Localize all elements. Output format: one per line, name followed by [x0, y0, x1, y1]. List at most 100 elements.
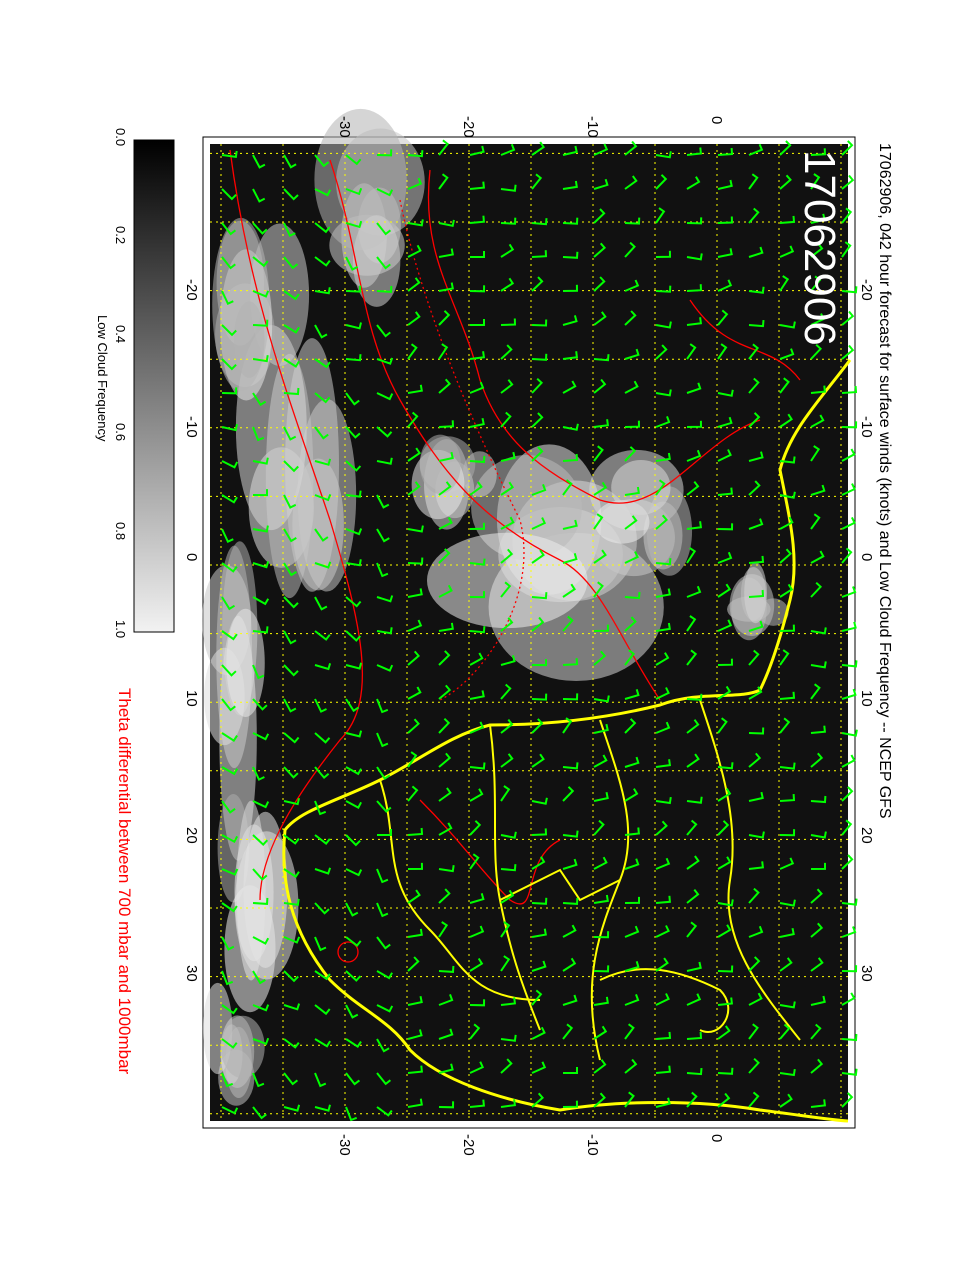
wind-barb — [841, 547, 853, 564]
wind-barb — [562, 1100, 579, 1108]
wind-barb — [252, 698, 268, 711]
lon-tick-label-left: -10 — [183, 415, 200, 438]
wind-barb — [407, 1029, 423, 1040]
wind-barb — [469, 145, 485, 156]
wind-barb — [500, 753, 514, 768]
wind-barb — [252, 154, 266, 169]
wind-barb — [283, 358, 300, 368]
wind-barb — [841, 386, 858, 394]
wind-barb — [283, 188, 299, 201]
wind-barb — [531, 897, 548, 905]
wind-barb — [252, 800, 270, 809]
wind-barb — [748, 1023, 759, 1040]
wind-barb — [593, 378, 607, 394]
wind-barb — [717, 216, 734, 224]
wind-barb — [717, 899, 734, 907]
wind-barb — [810, 213, 826, 224]
wind-barb — [562, 658, 579, 666]
wind-barb — [655, 174, 668, 190]
wind-barb — [810, 661, 827, 669]
wind-barb — [686, 1068, 703, 1076]
wind-barb — [221, 664, 237, 677]
wind-barb — [562, 762, 579, 770]
wind-barb — [810, 513, 821, 530]
wind-barb — [283, 797, 300, 806]
wind-barb — [593, 1025, 608, 1040]
wind-barb — [221, 387, 238, 395]
wind-barb — [655, 344, 668, 360]
wind-barb — [345, 559, 362, 567]
wind-barb — [748, 143, 764, 156]
wind-barb — [221, 188, 237, 201]
wind-barb — [531, 928, 547, 938]
wind-barb — [221, 324, 237, 337]
wind-barb — [686, 317, 703, 326]
wind-barb — [252, 1106, 267, 1120]
wind-barb — [624, 827, 640, 836]
wind-barb — [748, 1057, 760, 1074]
wind-barb — [779, 717, 791, 734]
wind-barb — [407, 447, 421, 462]
wind-barb — [314, 766, 330, 780]
wind-barb — [438, 548, 451, 564]
wind-barb — [624, 925, 640, 938]
wind-barb — [345, 392, 360, 406]
wind-barb — [221, 698, 236, 712]
wind-barb — [376, 324, 391, 338]
wind-barb — [314, 902, 330, 915]
wind-barb — [593, 1059, 607, 1074]
wind-barb — [779, 321, 796, 329]
wind-barb — [531, 484, 547, 496]
wind-barb — [717, 762, 734, 770]
wind-barb — [624, 896, 640, 904]
wind-barb — [531, 718, 544, 734]
wind-barb — [841, 344, 855, 360]
wind-barb — [686, 855, 700, 870]
wind-barb — [841, 421, 858, 429]
lon-tick-label-right: 10 — [858, 690, 875, 707]
wind-barb — [283, 732, 300, 744]
wind-barb — [717, 523, 734, 531]
wind-barb — [655, 957, 669, 972]
wind-barb — [748, 589, 765, 598]
wind-barb — [748, 620, 764, 632]
wind-barb — [624, 380, 639, 394]
wind-barb — [345, 662, 363, 670]
wind-barb — [531, 446, 544, 462]
wind-barb — [717, 787, 732, 802]
wind-barb — [562, 145, 578, 156]
wind-barb — [500, 889, 515, 904]
colorbar-tick: 0.8 — [113, 521, 128, 540]
wind-barb — [593, 481, 608, 496]
wind-barb — [717, 924, 732, 938]
wind-barb — [717, 658, 734, 666]
wind-barb — [531, 250, 548, 258]
wind-barb — [624, 217, 641, 225]
wind-barb — [686, 585, 702, 598]
wind-barb — [779, 491, 796, 499]
wind-barb — [438, 420, 455, 428]
lat-tick-label-top: -20 — [460, 116, 477, 138]
wind-barb — [376, 256, 391, 270]
wind-barb — [283, 154, 297, 169]
wind-barb — [377, 829, 392, 836]
wind-barb — [438, 173, 449, 190]
wind-barb — [252, 664, 265, 680]
wind-barb — [810, 275, 822, 292]
wind-barb — [810, 1023, 822, 1040]
wind-barb — [470, 319, 485, 326]
wind-barb — [655, 622, 671, 632]
wind-barb — [748, 451, 764, 462]
wind-barb — [438, 965, 455, 973]
colorbar — [133, 139, 175, 633]
wind-barb — [655, 759, 672, 768]
wind-barb — [779, 583, 794, 598]
wind-barb — [748, 286, 765, 294]
wind-barb — [283, 698, 297, 713]
wind-barb — [314, 1072, 327, 1088]
wind-barb — [345, 868, 363, 877]
wind-barb — [779, 857, 795, 870]
wind-barb — [655, 250, 672, 258]
wind-barb — [593, 754, 608, 768]
wind-barb — [469, 721, 485, 734]
